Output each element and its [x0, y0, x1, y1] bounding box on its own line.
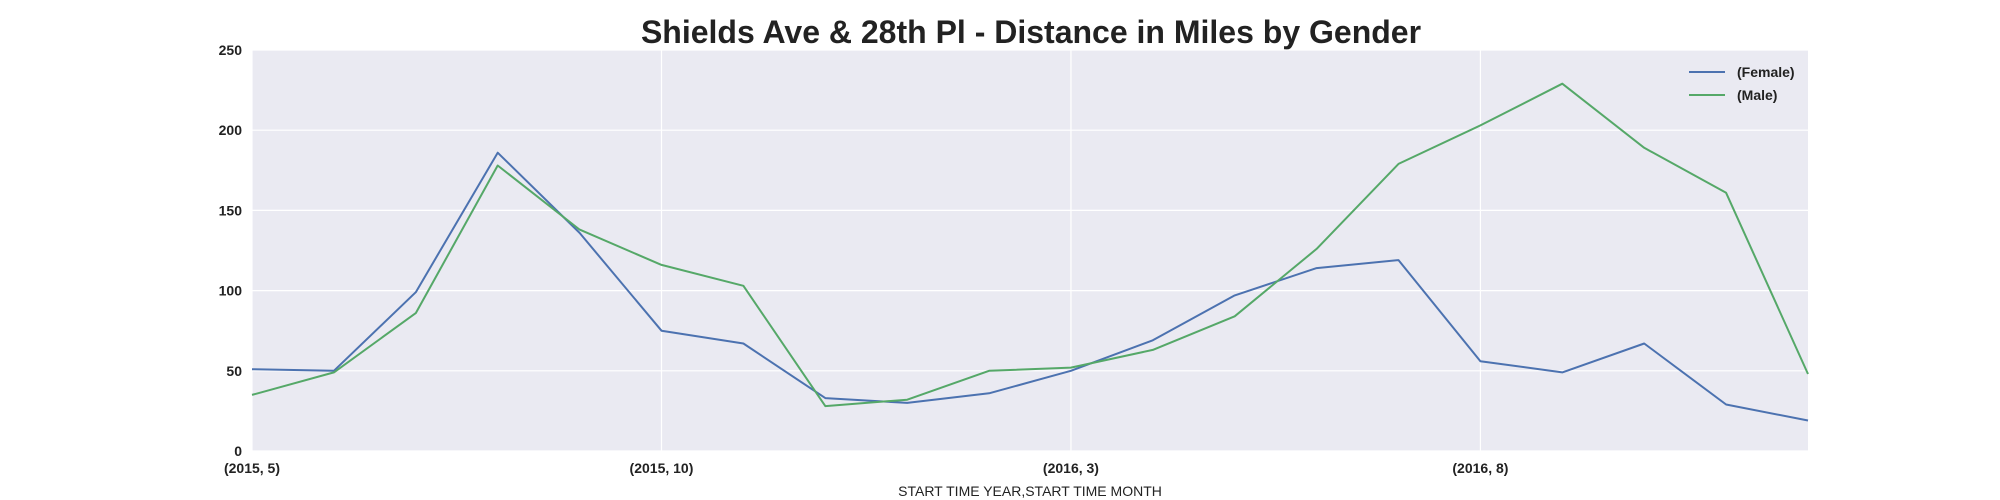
y-tick-label: 0 [234, 443, 242, 459]
x-tick-label: (2015, 5) [224, 460, 280, 476]
grid [251, 49, 1808, 452]
y-tick-label: 200 [219, 122, 243, 138]
series-lines [251, 82, 1809, 422]
x-tick-label: (2016, 3) [1043, 460, 1099, 476]
legend-label: (Female) [1737, 64, 1795, 80]
legend-label: (Male) [1737, 87, 1777, 103]
x-tick-label: (2015, 10) [630, 460, 694, 476]
y-axis-ticks: 0 50 100 150 200 250 [219, 42, 243, 459]
x-tick-label: (2016, 8) [1452, 460, 1508, 476]
y-tick-label: 100 [219, 283, 243, 299]
series-line-male [251, 82, 1809, 408]
legend: (Female) (Male) [1689, 64, 1795, 103]
chart-title: Shields Ave & 28th Pl - Distance in Mile… [641, 14, 1421, 50]
x-axis-label: START TIME YEAR,START TIME MONTH [898, 483, 1162, 499]
y-tick-label: 150 [219, 202, 243, 218]
series-line-female [251, 151, 1809, 422]
y-tick-label: 50 [226, 363, 242, 379]
y-tick-label: 250 [219, 42, 243, 58]
x-axis-ticks: (2015, 5) (2015, 10) (2016, 3) (2016, 8) [224, 460, 1508, 476]
plot-area [252, 50, 1808, 451]
